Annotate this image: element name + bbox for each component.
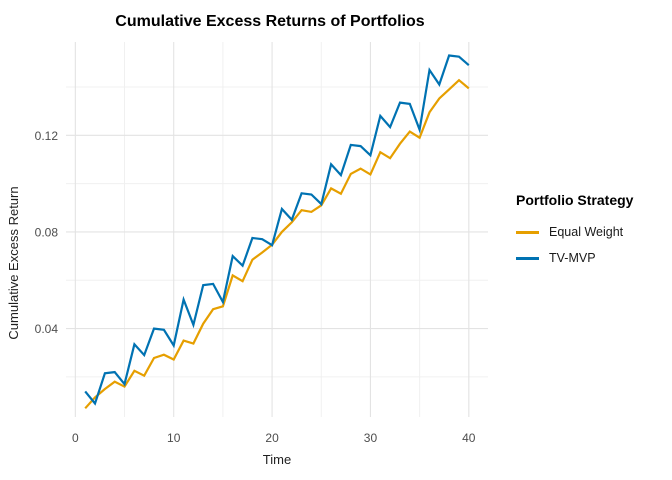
x-tick-label: 10	[167, 431, 181, 445]
legend-item-tv-mvp: TV-MVP	[516, 245, 666, 271]
gridlines-minor	[66, 42, 488, 417]
series-lines	[84, 54, 470, 410]
legend-label-equal-weight: Equal Weight	[549, 225, 624, 239]
x-tick-label: 40	[462, 431, 476, 445]
x-tick-label: 20	[265, 431, 279, 445]
legend: Portfolio Strategy Equal Weight TV-MVP	[516, 192, 666, 271]
y-tick-label: 0.04	[35, 322, 59, 336]
gridlines-major	[66, 42, 488, 417]
tv-mvp-line-swatch	[516, 256, 539, 260]
legend-label-tv-mvp: TV-MVP	[549, 251, 596, 265]
y-tick-label: 0.12	[35, 129, 59, 143]
x-axis-tick-labels: 0 10 20 30 40	[72, 431, 476, 445]
y-tick-label: 0.08	[35, 225, 59, 239]
series-line-tv-mvp	[84, 54, 470, 406]
x-tick-label: 30	[364, 431, 378, 445]
plot-title: Cumulative Excess Returns of Portfolios	[115, 13, 425, 30]
x-tick-label: 0	[72, 431, 79, 445]
legend-item-equal-weight: Equal Weight	[516, 219, 666, 245]
y-axis-tick-labels: 0.04 0.08 0.12	[35, 129, 59, 336]
series-line-equal-weight	[84, 78, 470, 410]
x-axis-title: Time	[263, 452, 291, 467]
y-axis-title: Cumulative Excess Return	[6, 186, 21, 339]
legend-title: Portfolio Strategy	[516, 192, 634, 208]
equal-weight-line-swatch	[516, 230, 539, 234]
